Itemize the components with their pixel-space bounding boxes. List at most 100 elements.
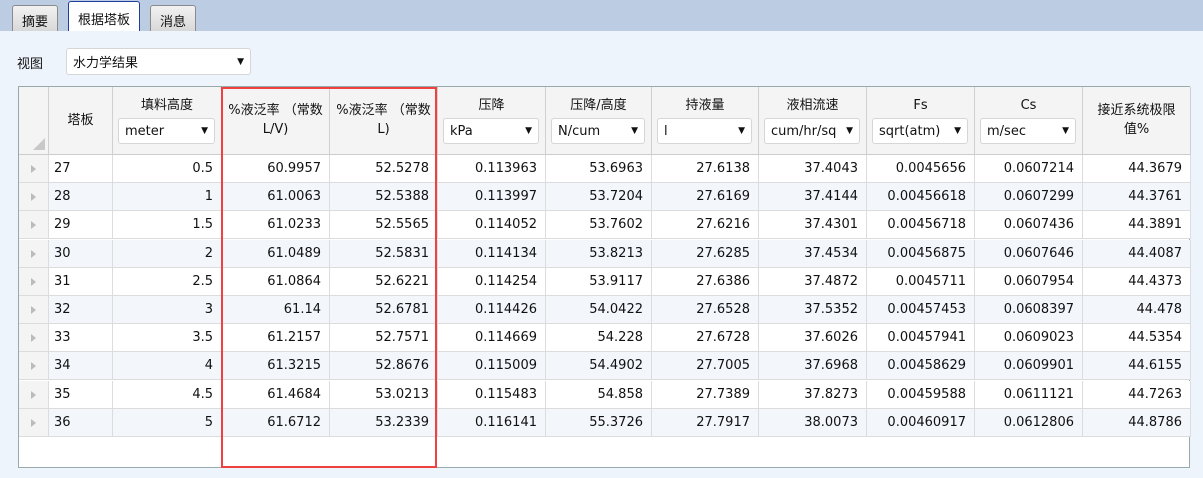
table-cell[interactable]: 54.0422	[546, 296, 652, 324]
table-cell[interactable]: 37.4872	[759, 267, 867, 296]
table-cell[interactable]: 0.0612806	[975, 408, 1083, 437]
table-cell[interactable]: 1	[113, 183, 222, 212]
table-cell[interactable]: 0.114669	[438, 324, 546, 353]
table-cell[interactable]: 0.00459588	[867, 380, 975, 409]
table-cell[interactable]: 0.00456718	[867, 211, 975, 240]
unit-select[interactable]: N/cum ▼	[551, 118, 645, 144]
table-cell[interactable]: 52.8676	[330, 352, 438, 381]
table-cell[interactable]: 44.8786	[1083, 408, 1191, 437]
row-header[interactable]	[19, 267, 49, 296]
table-cell[interactable]: 27.7917	[652, 408, 759, 437]
table-cell[interactable]: 44.4087	[1083, 239, 1191, 268]
table-cell[interactable]: 44.6155	[1083, 352, 1191, 381]
table-cell[interactable]: 53.7602	[546, 211, 652, 240]
table-cell[interactable]: 28	[49, 183, 113, 212]
table-cell[interactable]: 37.6026	[759, 324, 867, 353]
row-header[interactable]	[19, 211, 49, 240]
table-cell[interactable]: 0.116141	[438, 408, 546, 437]
table-cell[interactable]: 0.0611121	[975, 380, 1083, 409]
table-cell[interactable]: 0.00457453	[867, 296, 975, 324]
table-cell[interactable]: 44.478	[1083, 296, 1191, 324]
view-select[interactable]: 水力学结果 ▼	[66, 48, 251, 75]
table-cell[interactable]: 52.5278	[330, 155, 438, 183]
table-cell[interactable]: 37.5352	[759, 296, 867, 324]
table-cell[interactable]: 3	[113, 296, 222, 324]
row-header[interactable]	[19, 183, 49, 212]
table-cell[interactable]: 27.6138	[652, 155, 759, 183]
table-cell[interactable]: 44.3679	[1083, 155, 1191, 183]
table-cell[interactable]: 61.4684	[222, 380, 330, 409]
table-cell[interactable]: 55.3726	[546, 408, 652, 437]
table-cell[interactable]: 35	[49, 380, 113, 409]
table-cell[interactable]: 27.6728	[652, 324, 759, 353]
table-cell[interactable]: 37.4043	[759, 155, 867, 183]
table-cell[interactable]: 0.5	[113, 155, 222, 183]
table-cell[interactable]: 61.14	[222, 296, 330, 324]
table-cell[interactable]: 53.0213	[330, 380, 438, 409]
table-cell[interactable]: 52.5565	[330, 211, 438, 240]
table-cell[interactable]: 0.0608397	[975, 296, 1083, 324]
column-header[interactable]: 塔板	[49, 87, 113, 155]
table-cell[interactable]: 0.0045656	[867, 155, 975, 183]
table-cell[interactable]: 27.7389	[652, 380, 759, 409]
table-cell[interactable]: 0.115483	[438, 380, 546, 409]
table-cell[interactable]: 44.4373	[1083, 267, 1191, 296]
table-cell[interactable]: 44.3761	[1083, 183, 1191, 212]
table-cell[interactable]: 61.0864	[222, 267, 330, 296]
table-cell[interactable]: 60.9957	[222, 155, 330, 183]
table-cell[interactable]: 44.7263	[1083, 380, 1191, 409]
row-header[interactable]	[19, 352, 49, 381]
table-cell[interactable]: 30	[49, 239, 113, 268]
tab-messages[interactable]: 消息	[150, 5, 197, 31]
unit-select[interactable]: sqrt(atm) ▼	[872, 118, 968, 144]
row-header[interactable]	[19, 408, 49, 437]
table-cell[interactable]: 52.6781	[330, 296, 438, 324]
column-header[interactable]: 接近系统极限值%	[1083, 87, 1191, 155]
table-cell[interactable]: 0.0609023	[975, 324, 1083, 353]
table-cell[interactable]: 0.0607214	[975, 155, 1083, 183]
table-cell[interactable]: 0.114134	[438, 239, 546, 268]
table-cell[interactable]: 61.2157	[222, 324, 330, 353]
table-cell[interactable]: 27.6386	[652, 267, 759, 296]
table-cell[interactable]: 27.6285	[652, 239, 759, 268]
table-cell[interactable]: 53.9117	[546, 267, 652, 296]
row-header[interactable]	[19, 324, 49, 353]
table-cell[interactable]: 1.5	[113, 211, 222, 240]
table-cell[interactable]: 0.00457941	[867, 324, 975, 353]
table-cell[interactable]: 0.00456875	[867, 239, 975, 268]
unit-select[interactable]: l ▼	[657, 118, 752, 144]
row-header[interactable]	[19, 296, 49, 324]
table-cell[interactable]: 31	[49, 267, 113, 296]
table-cell[interactable]: 0.113963	[438, 155, 546, 183]
table-cell[interactable]: 0.115009	[438, 352, 546, 381]
table-cell[interactable]: 4	[113, 352, 222, 381]
table-cell[interactable]: 53.6963	[546, 155, 652, 183]
table-cell[interactable]: 0.00456618	[867, 183, 975, 212]
table-cell[interactable]: 0.0607954	[975, 267, 1083, 296]
table-cell[interactable]: 27.7005	[652, 352, 759, 381]
table-cell[interactable]: 0.0607299	[975, 183, 1083, 212]
row-header[interactable]	[19, 380, 49, 409]
table-cell[interactable]: 38.0073	[759, 408, 867, 437]
tab-summary[interactable]: 摘要	[12, 5, 59, 31]
table-cell[interactable]: 27.6528	[652, 296, 759, 324]
table-cell[interactable]: 37.8273	[759, 380, 867, 409]
table-cell[interactable]: 52.5831	[330, 239, 438, 268]
table-cell[interactable]: 44.5354	[1083, 324, 1191, 353]
column-header[interactable]: 压降/高度 N/cum ▼	[546, 87, 652, 155]
table-cell[interactable]: 37.4534	[759, 239, 867, 268]
table-cell[interactable]: 27	[49, 155, 113, 183]
column-header[interactable]: 液相流速 cum/hr/sq ▼	[759, 87, 867, 155]
column-header[interactable]: Cs m/sec ▼	[975, 87, 1083, 155]
table-cell[interactable]: 61.3215	[222, 352, 330, 381]
table-cell[interactable]: 0.0609901	[975, 352, 1083, 381]
table-cell[interactable]: 53.2339	[330, 408, 438, 437]
table-cell[interactable]: 27.6169	[652, 183, 759, 212]
corner-select-all[interactable]	[19, 87, 49, 155]
unit-select[interactable]: kPa ▼	[443, 118, 539, 144]
column-header[interactable]: %液泛率 （常数L/V)	[222, 87, 330, 155]
unit-select[interactable]: meter ▼	[118, 118, 215, 144]
table-cell[interactable]: 27.6216	[652, 211, 759, 240]
unit-select[interactable]: m/sec ▼	[980, 118, 1076, 144]
table-cell[interactable]: 4.5	[113, 380, 222, 409]
